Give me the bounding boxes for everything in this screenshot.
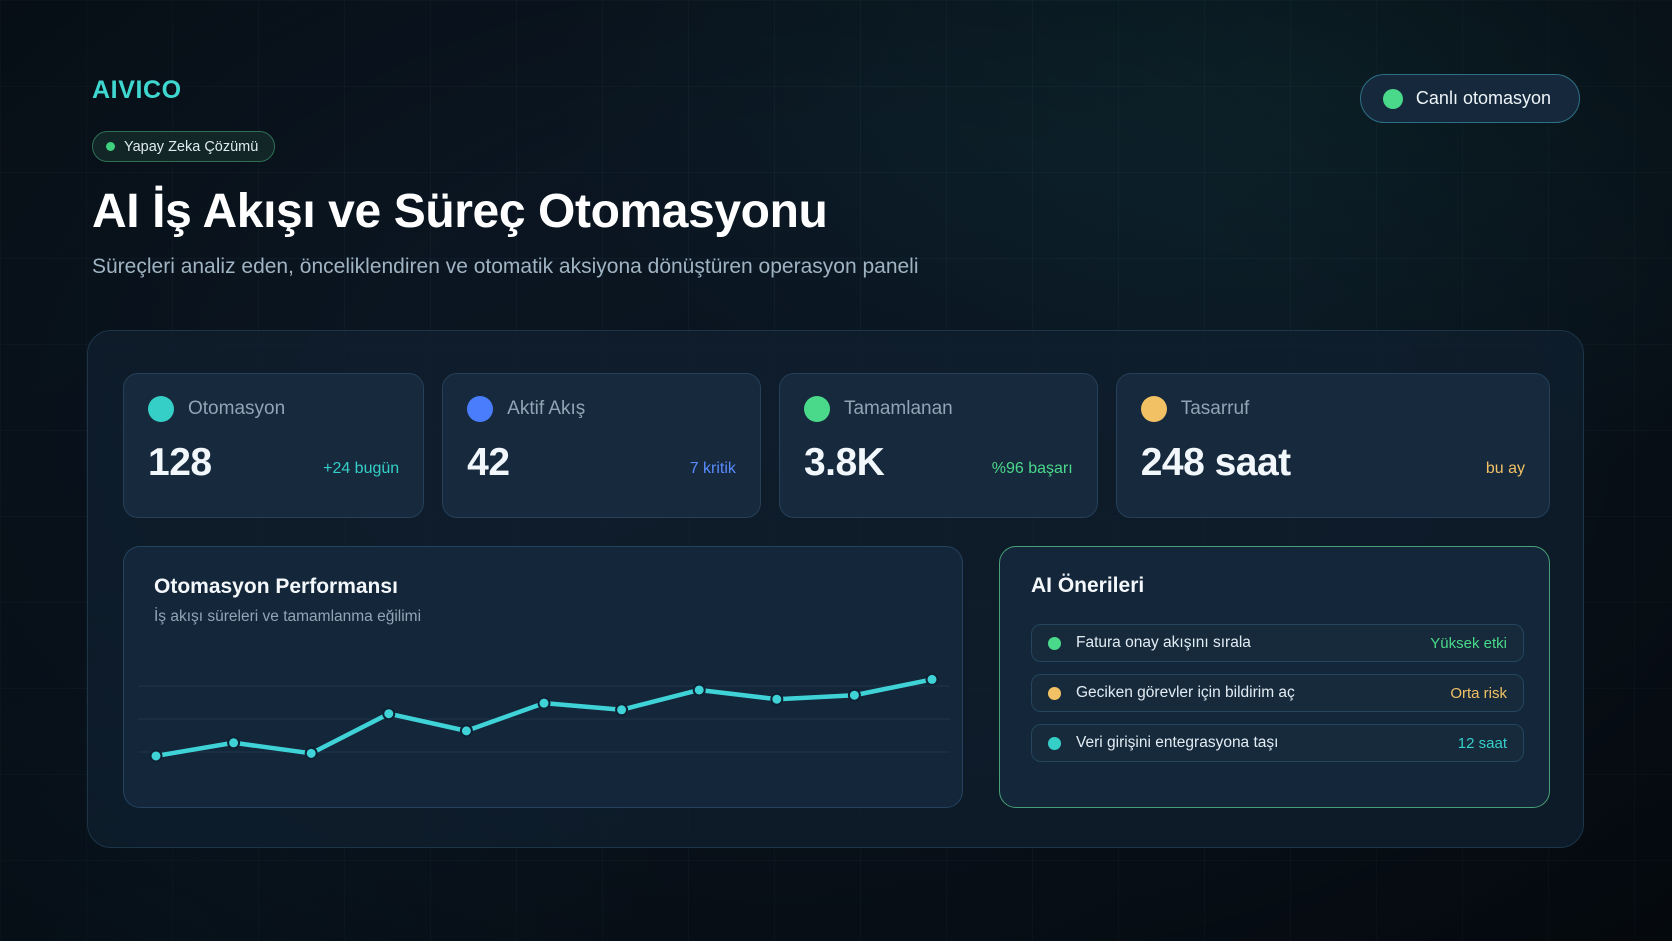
stat-dot-icon	[467, 396, 494, 422]
stats-row: Otomasyon 128 +24 bugün Aktif Akış 42 7 …	[123, 373, 1550, 518]
performance-line-chart	[138, 639, 950, 799]
suggestions-title: AI Önerileri	[1031, 574, 1145, 597]
stat-card-header: Otomasyon	[148, 396, 399, 422]
stat-card-tamamlanan[interactable]: Tamamlanan 3.8K %96 başarı	[778, 373, 1098, 518]
stat-value: 128	[148, 441, 212, 484]
suggestion-text: Geciken görevler için bildirim aç	[1076, 684, 1295, 701]
suggestion-text: Fatura onay akışını sırala	[1076, 634, 1251, 651]
stat-value: 3.8K	[803, 441, 885, 484]
suggestion-item[interactable]: Fatura onay akışını sırala Yüksek etki	[1031, 624, 1524, 662]
chart-data-point	[692, 683, 706, 697]
chart-data-point	[304, 746, 318, 760]
dashboard-panel: Otomasyon 128 +24 bugün Aktif Akış 42 7 …	[87, 330, 1584, 848]
stat-value: 42	[467, 441, 510, 484]
suggestions-list: Fatura onay akışını sırala Yüksek etki G…	[1031, 624, 1524, 762]
stat-dot-icon	[1140, 396, 1167, 422]
chart-data-point	[925, 672, 939, 686]
stat-label: Tamamlanan	[843, 398, 953, 419]
stat-card-aktif-akis[interactable]: Aktif Akış 42 7 kritik	[442, 373, 761, 518]
live-status-label: Canlı otomasyon	[1415, 88, 1551, 108]
suggestion-dot-icon	[1048, 636, 1061, 650]
performance-chart-card: Otomasyon Performansı İş akışı süreleri …	[123, 546, 963, 808]
live-status-dot-icon	[1382, 88, 1403, 109]
stat-delta: %96 başarı	[991, 460, 1073, 477]
stat-delta: bu ay	[1485, 460, 1525, 477]
suggestion-item[interactable]: Geciken görevler için bildirim aç Orta r…	[1031, 674, 1524, 712]
chart-svg	[138, 672, 950, 763]
suggestion-meta: Yüksek etki	[1430, 634, 1507, 652]
chart-subtitle: İş akışı süreleri ve tamamlanma eğilimi	[154, 608, 422, 625]
chart-data-point	[227, 736, 241, 750]
solution-badge: Yapay Zeka Çözümü	[92, 131, 276, 162]
stat-label: Aktif Akış	[507, 398, 586, 419]
stat-delta: 7 kritik	[689, 460, 736, 477]
stat-card-header: Aktif Akış	[467, 396, 736, 422]
page-title: AI İş Akışı ve Süreç Otomasyonu	[92, 185, 828, 238]
chart-data-point	[149, 749, 163, 763]
brand-logo: AIVICO	[92, 76, 182, 104]
stat-label: Otomasyon	[188, 398, 286, 419]
suggestion-text: Veri girişini entegrasyona taşı	[1076, 734, 1279, 751]
stat-card-header: Tamamlanan	[803, 396, 1073, 422]
stat-card-header: Tasarruf	[1140, 396, 1525, 422]
chart-data-point	[770, 692, 784, 706]
chart-data-point	[382, 707, 396, 721]
stat-delta: +24 bugün	[323, 460, 400, 477]
stat-label: Tasarruf	[1180, 398, 1250, 419]
suggestion-dot-icon	[1048, 736, 1061, 750]
stat-dot-icon	[803, 396, 830, 422]
ai-suggestions-card: AI Önerileri Fatura onay akışını sırala …	[999, 546, 1550, 808]
stat-value: 248 saat	[1140, 441, 1291, 484]
stat-dot-icon	[148, 396, 174, 422]
page-subtitle: Süreçleri analiz eden, önceliklendiren v…	[92, 255, 919, 278]
chart-data-point	[847, 688, 861, 702]
suggestion-meta: 12 saat	[1457, 734, 1507, 752]
stat-card-otomasyon[interactable]: Otomasyon 128 +24 bugün	[123, 373, 425, 518]
suggestion-item[interactable]: Veri girişini entegrasyona taşı 12 saat	[1031, 724, 1524, 762]
chart-data-point	[459, 724, 473, 738]
suggestion-dot-icon	[1048, 686, 1061, 700]
badge-dot-icon	[106, 142, 115, 151]
live-status-pill[interactable]: Canlı otomasyon	[1359, 74, 1580, 123]
stat-card-tasarruf[interactable]: Tasarruf 248 saat bu ay	[1115, 373, 1550, 518]
badge-label: Yapay Zeka Çözümü	[124, 138, 259, 155]
chart-data-point	[537, 696, 551, 710]
chart-title: Otomasyon Performansı	[154, 575, 398, 598]
suggestion-meta: Orta risk	[1450, 684, 1507, 702]
chart-data-point	[615, 703, 629, 717]
